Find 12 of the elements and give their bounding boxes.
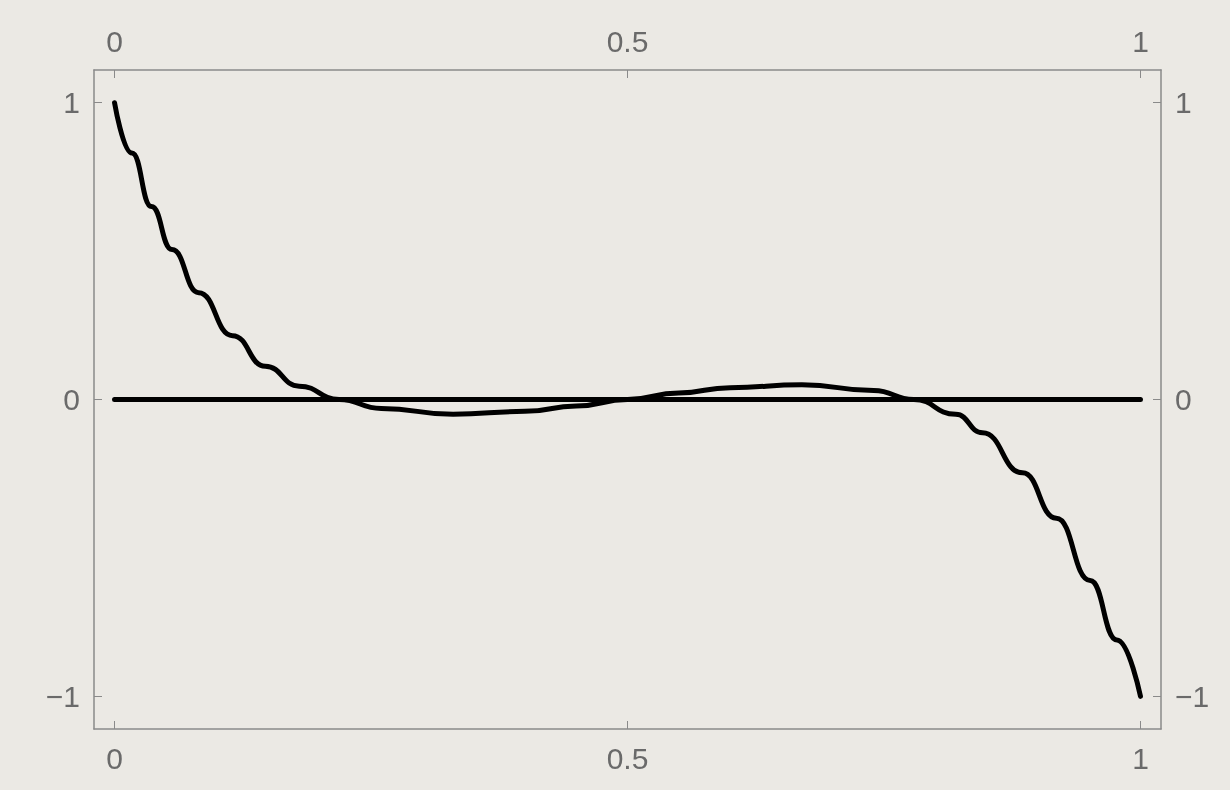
x-tick-label: 0.5 <box>606 741 649 775</box>
y2-tick-label: −1 <box>1175 679 1210 713</box>
y-tick-label: 0 <box>63 383 80 416</box>
x2-tick-label: 0 <box>106 24 123 58</box>
x2-tick-label: 1 <box>1132 24 1149 58</box>
y-tick-label: 1 <box>63 86 80 120</box>
x-tick-label: 1 <box>1132 741 1149 775</box>
y-tick-label: −1 <box>45 679 80 713</box>
x2-tick-label: 0.5 <box>606 24 649 58</box>
y2-tick-label: 0 <box>1175 383 1192 416</box>
x-tick-label: 0 <box>106 741 123 775</box>
y2-tick-label: 1 <box>1175 86 1192 120</box>
